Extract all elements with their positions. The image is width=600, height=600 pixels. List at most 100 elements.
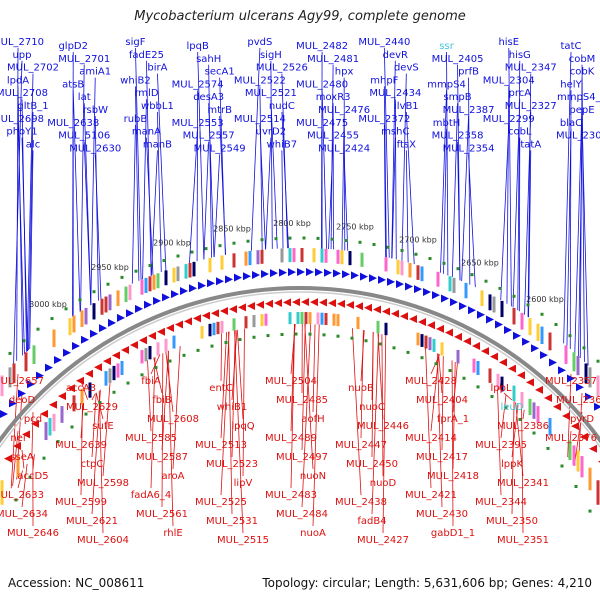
- gene-label[interactable]: MUL_2395: [475, 440, 527, 451]
- gene-label[interactable]: rhlE: [163, 528, 182, 539]
- gene-label[interactable]: mtrB: [207, 105, 232, 116]
- gene-label[interactable]: MUL_2455: [307, 131, 359, 142]
- gene-label[interactable]: aofH: [301, 414, 324, 425]
- gene-label[interactable]: tatA: [520, 139, 541, 150]
- gene-label[interactable]: helY: [560, 79, 582, 90]
- gene-label[interactable]: MUL_2351: [497, 535, 549, 546]
- gene-label[interactable]: MUL_2344: [475, 497, 527, 508]
- gene-label[interactable]: MUL_2405: [432, 54, 484, 65]
- gene-label[interactable]: MUL_2515: [217, 535, 269, 546]
- gene-label[interactable]: entC: [209, 383, 232, 394]
- gene-label[interactable]: MUL_2514: [234, 114, 286, 125]
- gene-label[interactable]: rsbW: [82, 105, 108, 116]
- gene-label[interactable]: sigH: [260, 50, 282, 61]
- gene-label[interactable]: cobM: [569, 54, 596, 65]
- gene-label[interactable]: MUL_2633: [0, 490, 44, 501]
- gene-label[interactable]: upp: [12, 50, 31, 61]
- gene-label[interactable]: MUL_2708: [0, 88, 48, 99]
- gene-label[interactable]: ctpC: [81, 459, 104, 470]
- gene-label[interactable]: MUL_2497: [276, 452, 328, 463]
- gene-label[interactable]: amiA1: [79, 67, 111, 78]
- gene-label[interactable]: gabD1_1: [431, 528, 475, 539]
- gene-label[interactable]: glpD2: [58, 41, 88, 52]
- gene-label[interactable]: MUL_2531: [206, 516, 258, 527]
- gene-label[interactable]: MUL_2639: [55, 440, 107, 451]
- gene-label[interactable]: MUL_2521: [245, 88, 297, 99]
- gene-label[interactable]: pyrD: [570, 414, 594, 425]
- gene-label[interactable]: MUL_2489: [265, 433, 317, 444]
- gene-label[interactable]: MUL_2414: [405, 433, 457, 444]
- gene-label[interactable]: phoY1: [6, 127, 37, 138]
- gene-label[interactable]: wbbL1: [141, 101, 174, 112]
- gene-label[interactable]: birA: [147, 63, 167, 74]
- gene-label[interactable]: MUL_2305: [556, 131, 600, 142]
- gene-label[interactable]: fadE25: [129, 50, 164, 61]
- gene-label[interactable]: MUL_2341: [497, 478, 549, 489]
- gene-label[interactable]: lipV: [234, 478, 253, 489]
- gene-label[interactable]: sseA: [10, 452, 34, 463]
- gene-label[interactable]: MUL_2475: [296, 118, 348, 129]
- gene-label[interactable]: MUL_2523: [206, 459, 258, 470]
- gene-label[interactable]: accA3: [66, 383, 96, 394]
- gene-label[interactable]: sahH: [196, 54, 221, 65]
- gene-label[interactable]: MUL_2350: [486, 516, 538, 527]
- gene-label[interactable]: uvrD2: [256, 127, 286, 138]
- gene-label[interactable]: pcd: [24, 414, 42, 425]
- gene-label[interactable]: MUL_2386: [497, 421, 549, 432]
- gene-label[interactable]: MUL_2553: [172, 118, 224, 129]
- gene-label[interactable]: MUL_2701: [58, 54, 110, 65]
- gene-label[interactable]: fbiB: [152, 395, 172, 406]
- gene-label[interactable]: lppL: [490, 383, 511, 394]
- gene-label[interactable]: MUL_2629: [66, 402, 118, 413]
- gene-label[interactable]: pepE: [569, 105, 594, 116]
- gene-label[interactable]: MUL_2427: [357, 535, 409, 546]
- gene-label[interactable]: MUL_2599: [55, 497, 107, 508]
- gene-label[interactable]: deoD: [9, 395, 36, 406]
- gene-label[interactable]: MUL_2485: [276, 395, 328, 406]
- gene-label[interactable]: MUL_2450: [346, 459, 398, 470]
- gene-label[interactable]: manA: [132, 127, 161, 138]
- gene-label[interactable]: moxR3: [316, 92, 351, 103]
- gene-label[interactable]: nuoA: [300, 528, 326, 539]
- gene-label[interactable]: rmlD: [134, 88, 158, 99]
- gene-label[interactable]: whiB2: [120, 75, 151, 86]
- gene-label[interactable]: lpdA: [7, 75, 29, 86]
- gene-label[interactable]: devR: [383, 50, 408, 61]
- gene-label[interactable]: MUL_2657: [0, 376, 44, 387]
- gene-label[interactable]: MUL_2438: [335, 497, 387, 508]
- gene-label[interactable]: desA3: [193, 92, 224, 103]
- gene-label[interactable]: MUL_2447: [335, 440, 387, 451]
- gene-label[interactable]: hpx: [335, 67, 354, 78]
- gene-label[interactable]: nuoB: [348, 383, 374, 394]
- gene-label[interactable]: MUL_2522: [234, 75, 286, 86]
- gene-label[interactable]: hisG: [509, 50, 531, 61]
- gene-label[interactable]: mhpF: [370, 75, 398, 86]
- gene-label[interactable]: mmpS4: [427, 79, 466, 90]
- gene-label[interactable]: MUL_2630: [69, 143, 121, 154]
- gene-label[interactable]: MUL_2446: [357, 421, 409, 432]
- gene-label[interactable]: MUL_2299: [483, 114, 535, 125]
- gene-label[interactable]: alc: [26, 139, 40, 150]
- gene-label[interactable]: fbiA: [141, 376, 161, 387]
- gene-label[interactable]: MUL_2430: [416, 509, 468, 520]
- gene-label[interactable]: MUL_2428: [405, 376, 457, 387]
- gene-label[interactable]: ftsX: [397, 139, 416, 150]
- gene-label[interactable]: smpB: [443, 92, 471, 103]
- gene-label[interactable]: leuD: [501, 402, 524, 413]
- gene-label[interactable]: MUL_2417: [416, 452, 468, 463]
- gene-label[interactable]: secA1: [205, 67, 235, 78]
- gene-label[interactable]: MUL_2638: [47, 118, 99, 129]
- gene-label[interactable]: MUL_2484: [276, 509, 328, 520]
- gene-label[interactable]: MUL_2710: [0, 37, 44, 48]
- gene-label[interactable]: MUL_2574: [172, 79, 224, 90]
- gene-label[interactable]: MUL_2513: [195, 440, 247, 451]
- gene-label[interactable]: mbtH: [433, 118, 461, 129]
- gene-label[interactable]: mshC: [381, 127, 409, 138]
- gene-label[interactable]: cobL: [508, 127, 532, 138]
- gene-label[interactable]: devS: [394, 63, 419, 74]
- gene-label[interactable]: nuoD: [370, 478, 397, 489]
- gene-label[interactable]: MUL_2404: [416, 395, 468, 406]
- gene-label[interactable]: MUL_2698: [0, 114, 44, 125]
- gene-label[interactable]: MUL_2418: [427, 471, 479, 482]
- gene-label[interactable]: lpqQ: [231, 421, 254, 432]
